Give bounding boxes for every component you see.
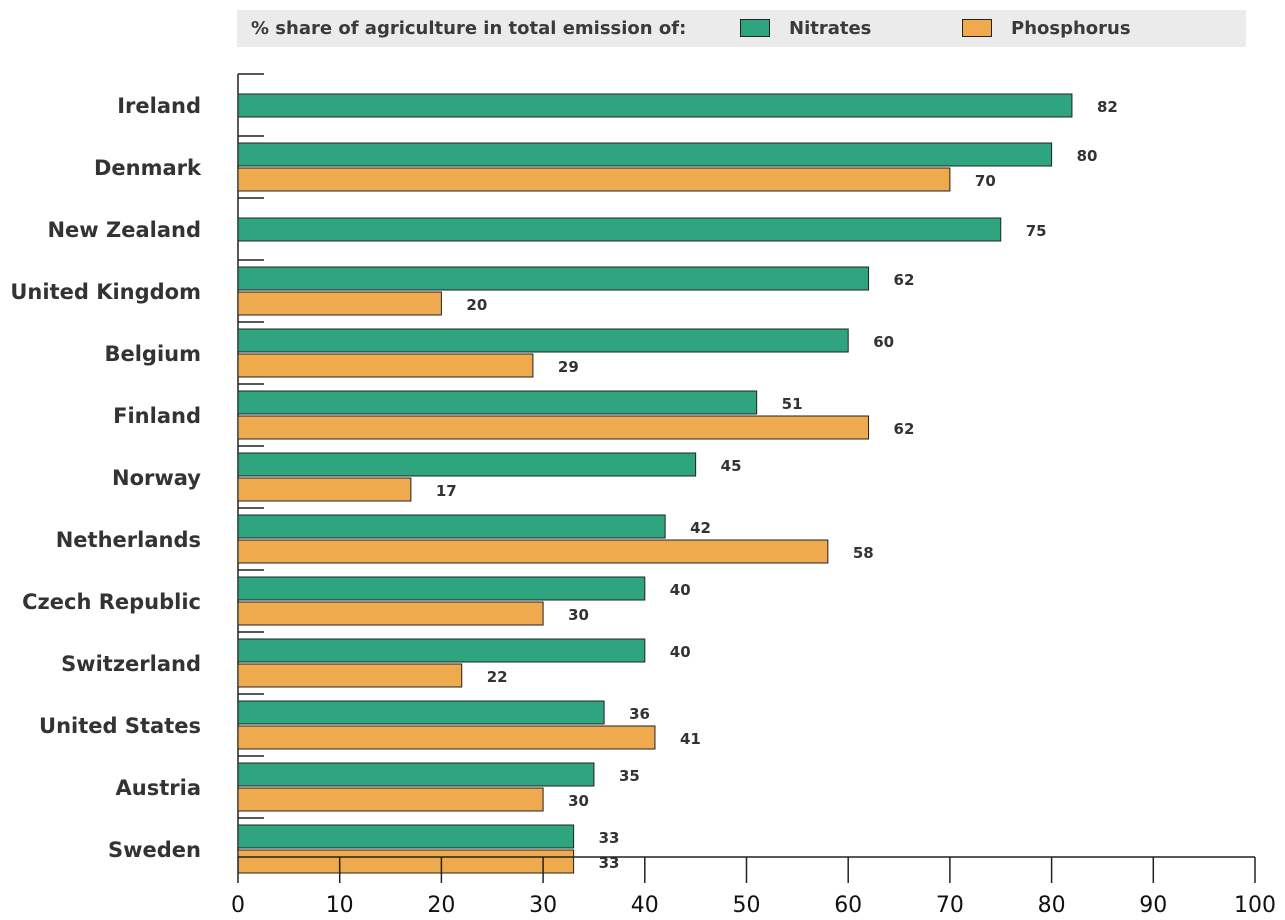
bar-value-label-nitrates: 45 [721,457,742,475]
x-tick-label: 50 [733,893,761,918]
bar-nitrates [237,452,697,477]
x-tick-label: 20 [427,893,455,918]
bar-value-label-nitrates: 40 [670,581,691,599]
bar-value-label-nitrates: 75 [1026,222,1047,240]
bar-value-label-phosphorus: 70 [975,172,996,190]
bar-nitrates [237,700,605,725]
bar-phosphorus [237,849,575,874]
category-label-czech-republic: Czech Republic [22,590,201,614]
bar-value-label-nitrates: 80 [1077,147,1098,165]
bar-phosphorus [237,291,442,316]
category-label-netherlands: Netherlands [56,528,201,552]
legend-label-phosphorus: Phosphorus [1011,18,1131,39]
bar-value-label-phosphorus: 33 [599,854,620,872]
bar-nitrates [237,142,1053,167]
legend-title: % share of agriculture in total emission… [251,18,687,39]
bar-nitrates [237,576,646,601]
category-label-united-states: United States [39,714,201,738]
bar-value-label-phosphorus: 29 [558,358,579,376]
x-tick-label: 60 [834,893,862,918]
bar-phosphorus [237,787,544,812]
bar-nitrates [237,638,646,663]
category-label-switzerland: Switzerland [61,652,201,676]
bar-value-label-phosphorus: 20 [466,296,487,314]
bar-nitrates [237,217,1002,242]
x-tick-label: 80 [1038,893,1066,918]
x-tick-label: 0 [231,893,245,918]
legend: % share of agriculture in total emission… [237,10,1246,47]
category-label-norway: Norway [112,466,201,490]
category-label-new-zealand: New Zealand [47,218,201,242]
bar-value-label-nitrates: 36 [629,705,650,723]
bar-value-label-phosphorus: 17 [436,482,457,500]
x-tick-label: 30 [529,893,557,918]
category-label-ireland: Ireland [117,94,201,118]
bar-value-label-nitrates: 40 [670,643,691,661]
category-label-austria: Austria [116,776,201,800]
bar-value-label-nitrates: 82 [1097,98,1118,116]
legend-label-nitrates: Nitrates [789,18,872,39]
x-tick-label: 40 [631,893,659,918]
bar-nitrates [237,824,575,849]
category-label-united-kingdom: United Kingdom [10,280,201,304]
bar-value-label-nitrates: 62 [894,271,915,289]
bar-nitrates [237,93,1073,118]
x-tick-label: 100 [1234,893,1276,918]
bar-nitrates [237,328,849,353]
legend-swatch-phosphorus [962,19,992,37]
x-tick-label: 10 [326,893,354,918]
bar-phosphorus [237,601,544,626]
bar-value-label-phosphorus: 30 [568,792,589,810]
bar-value-label-nitrates: 42 [690,519,711,537]
bar-value-label-nitrates: 51 [782,395,803,413]
legend-swatch-nitrates [740,19,770,37]
category-label-finland: Finland [113,404,201,428]
bar-phosphorus [237,415,870,440]
bar-nitrates [237,762,595,787]
x-tick-label: 70 [936,893,964,918]
bar-phosphorus [237,477,412,502]
category-label-belgium: Belgium [104,342,201,366]
bar-value-label-phosphorus: 30 [568,606,589,624]
bar-value-label-phosphorus: 58 [853,544,874,562]
bar-phosphorus [237,725,656,750]
bar-value-label-nitrates: 33 [599,829,620,847]
bar-value-label-phosphorus: 62 [894,420,915,438]
bar-value-label-nitrates: 60 [873,333,894,351]
x-tick-label: 90 [1139,893,1167,918]
category-label-denmark: Denmark [94,156,202,180]
category-label-sweden: Sweden [108,838,201,862]
bar-value-label-nitrates: 35 [619,767,640,785]
bar-nitrates [237,514,666,539]
bar-value-label-phosphorus: 41 [680,730,701,748]
bar-value-label-phosphorus: 22 [487,668,508,686]
bar-phosphorus [237,167,951,192]
bar-phosphorus [237,663,463,688]
bar-phosphorus [237,353,534,378]
bar-nitrates [237,390,758,415]
bar-phosphorus [237,539,829,564]
bar-nitrates [237,266,870,291]
